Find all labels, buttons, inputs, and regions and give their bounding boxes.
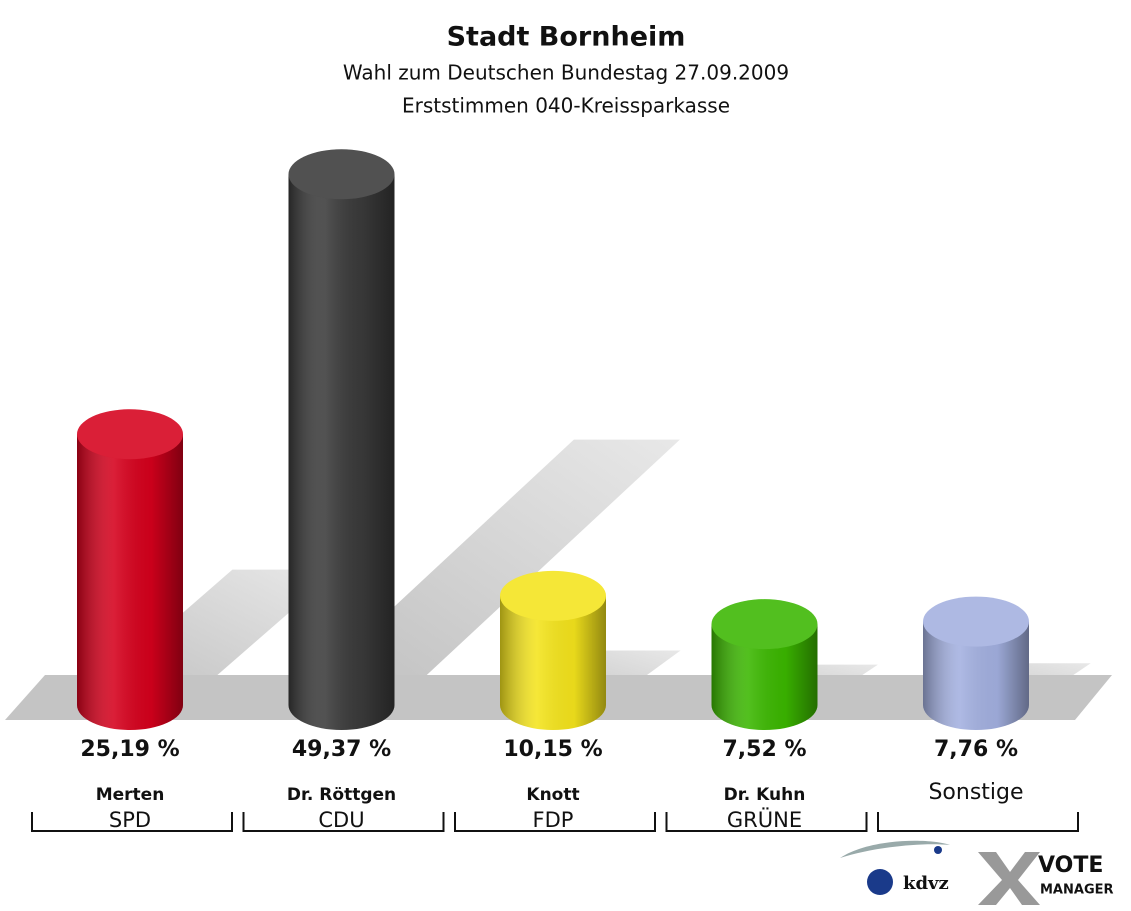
value-label: 7,76 % [934, 737, 1018, 762]
group-bracket [877, 812, 1079, 832]
bar-top-highlight [711, 599, 818, 650]
value-label: 7,52 % [723, 737, 807, 762]
bar-top-highlight [77, 409, 183, 460]
logo-x [978, 852, 1040, 905]
value-label: 49,37 % [292, 737, 391, 762]
bar-shading [77, 434, 183, 730]
bar-top [77, 409, 183, 460]
party-label: CDU [318, 808, 364, 832]
bar-shading [500, 595, 606, 730]
chart-subtitle: Erststimmen 040-Kreissparkasse [402, 94, 730, 118]
bar-shading [288, 174, 395, 730]
party-label: FDP [533, 808, 574, 832]
bar-top [288, 149, 395, 200]
bar-top [711, 599, 818, 650]
value-label: 25,19 % [80, 737, 179, 762]
bar-top [500, 570, 606, 621]
group-bracket [242, 812, 445, 832]
logo: kdvz VOTE MANAGER [840, 840, 1114, 905]
bar-shading [923, 621, 1029, 730]
logo-swoosh [840, 840, 950, 858]
group-bracket [454, 812, 656, 832]
bar-top-highlight [288, 149, 395, 200]
bar-top-highlight [923, 596, 1029, 647]
candidate-label: Sonstige [928, 780, 1023, 805]
bars [77, 149, 1029, 730]
candidate-label: Dr. Kuhn [724, 785, 806, 805]
bar-top [923, 596, 1029, 647]
chart-title: Stadt Bornheim [447, 22, 686, 53]
group-bracket [31, 812, 233, 832]
logo-product: MANAGER [1040, 883, 1114, 898]
logo-ball [867, 869, 893, 895]
bar-shading [711, 624, 818, 730]
bar-top-highlight [500, 570, 606, 621]
group-bracket [665, 812, 868, 832]
chart-subtitle: Wahl zum Deutschen Bundestag 27.09.2009 [343, 61, 789, 85]
candidate-label: Dr. Röttgen [287, 785, 396, 805]
logo-dot [934, 846, 942, 854]
value-label: 10,15 % [503, 737, 602, 762]
candidate-label: Knott [526, 785, 579, 805]
party-label: GRÜNE [727, 807, 802, 832]
logo-brand: kdvz [903, 873, 949, 894]
party-label: SPD [109, 808, 151, 832]
candidate-label: Merten [96, 785, 165, 805]
logo-product: VOTE [1038, 853, 1103, 878]
